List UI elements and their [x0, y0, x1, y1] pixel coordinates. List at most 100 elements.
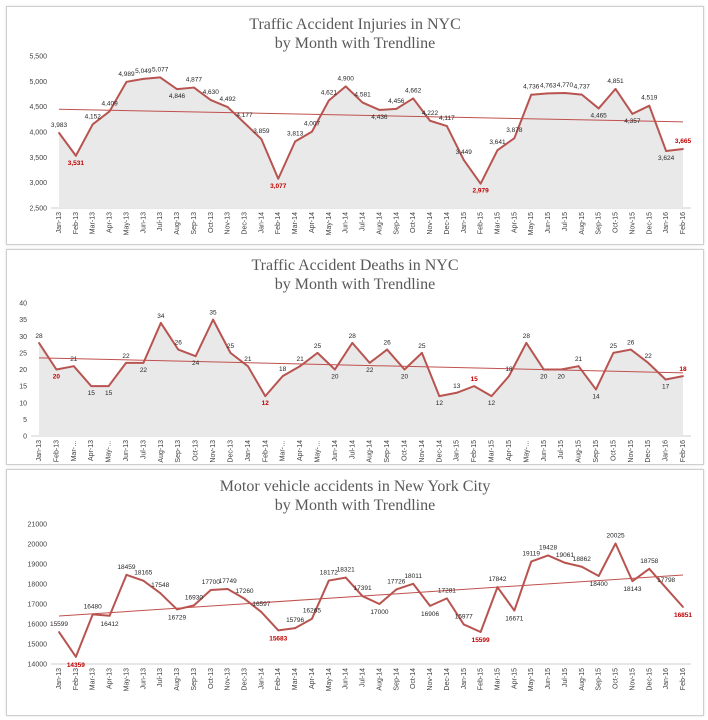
data-label: 17 — [662, 383, 670, 390]
x-tick-label: Jan-16 — [663, 440, 670, 462]
x-tick-label: Mar-14 — [292, 668, 299, 690]
data-point — [564, 561, 566, 564]
x-tick-label: Sep-14 — [384, 440, 391, 463]
data-point — [226, 588, 229, 590]
data-point — [479, 631, 482, 633]
data-point — [580, 93, 583, 96]
x-tick-label: May-14 — [326, 668, 333, 691]
data-point — [226, 106, 229, 108]
x-tick-label: Mar-15 — [489, 440, 496, 462]
deaths-chart: Traffic Accident Deaths in NYC by Month w… — [19, 257, 691, 463]
data-label: 21 — [244, 356, 252, 363]
data-label: 4,436 — [371, 114, 388, 121]
data-label: 16851 — [674, 612, 692, 619]
deaths-chart-panel: Traffic Accident Deaths in NYC by Month w… — [6, 249, 704, 465]
data-label: 17281 — [438, 587, 456, 594]
x-tick-label: Jun-15 — [545, 668, 552, 690]
data-point — [403, 368, 406, 371]
x-tick-label: Jan-15 — [454, 440, 461, 462]
x-tick-label: Aug-14 — [376, 212, 383, 235]
data-point — [597, 575, 600, 577]
chart-subtitle: by Month with Trendline — [275, 276, 435, 293]
data-point — [277, 629, 280, 632]
x-tick-label: Nov-13 — [225, 668, 232, 691]
data-point — [281, 375, 284, 378]
chart-title: Traffic Accident Injuries in NYC — [249, 16, 461, 33]
x-tick-label: Jul-15 — [558, 440, 565, 459]
data-point — [525, 342, 528, 344]
data-label: 18 — [279, 366, 287, 373]
data-point — [361, 595, 364, 598]
data-label: 16671 — [505, 616, 523, 623]
data-label: 18400 — [590, 581, 608, 588]
x-tick-label: Sep-14 — [393, 212, 400, 235]
data-point — [438, 395, 441, 397]
x-tick-label: Feb-15 — [471, 440, 478, 462]
x-tick-label: Dec-13 — [227, 440, 234, 463]
data-label: 21 — [70, 356, 78, 363]
y-tick-label: 20 — [19, 367, 27, 374]
data-point — [508, 375, 510, 378]
x-tick-label: Mar-… — [71, 440, 78, 461]
data-point — [462, 159, 465, 161]
data-label: 21 — [296, 356, 304, 363]
data-point — [513, 609, 516, 612]
x-tick-label: Apr-13 — [88, 440, 95, 461]
data-point — [159, 76, 162, 79]
data-label: 17749 — [219, 578, 237, 585]
x-tick-label: Sep-13 — [191, 212, 198, 235]
data-point — [378, 109, 381, 111]
data-point — [264, 395, 267, 397]
x-tick-label: Oct-13 — [208, 212, 215, 233]
y-tick-label: 35 — [19, 317, 27, 324]
chart-title: Motor vehicle accidents in New York City — [220, 478, 491, 495]
x-tick-label: Apr-15 — [506, 440, 513, 461]
x-tick-label: Mar-15 — [494, 212, 501, 234]
data-label: 20 — [558, 374, 566, 381]
x-tick-label: May-13 — [123, 668, 130, 691]
data-point — [90, 385, 93, 388]
x-tick-label: Jun-13 — [123, 440, 130, 462]
data-label: 16930 — [185, 594, 203, 601]
x-tick-label: Jun-14 — [343, 212, 350, 234]
data-label: 25 — [418, 343, 426, 350]
x-tick-label: Oct-14 — [410, 212, 417, 233]
data-label: 26 — [627, 340, 635, 347]
y-tick-label: 15000 — [28, 642, 48, 649]
trendline — [38, 357, 684, 374]
data-label: 25 — [227, 343, 235, 350]
data-point — [597, 107, 600, 110]
x-tick-label: Jan-15 — [461, 212, 468, 234]
data-label: 18758 — [640, 558, 658, 565]
data-label: 17548 — [151, 582, 169, 589]
data-label: 28 — [349, 333, 357, 340]
y-tick-label: 25 — [19, 350, 27, 357]
data-point — [665, 150, 668, 152]
data-label: 13 — [453, 383, 461, 390]
data-point — [580, 565, 583, 568]
x-tick-label: Jan-16 — [663, 212, 670, 234]
data-label: 15599 — [50, 621, 68, 628]
data-point — [294, 627, 297, 629]
data-label: 18143 — [623, 586, 641, 593]
x-tick-label: Feb-15 — [478, 212, 485, 234]
data-point — [58, 131, 60, 134]
data-label: 22 — [122, 353, 130, 360]
data-label: 19119 — [522, 551, 540, 558]
data-point — [194, 355, 197, 358]
x-tick-label: Mar-13 — [90, 212, 97, 234]
data-label: 12 — [262, 400, 270, 407]
data-point — [72, 365, 75, 368]
data-label: 16729 — [168, 614, 186, 621]
data-label: 18321 — [337, 567, 355, 574]
data-label: 18172 — [320, 570, 338, 577]
data-label: 18 — [505, 366, 513, 373]
data-point — [445, 125, 448, 127]
data-label: 3,077 — [270, 183, 287, 190]
data-point — [125, 573, 128, 576]
data-point — [547, 92, 549, 95]
data-label: 14 — [592, 393, 600, 400]
x-tick-label: Dec-14 — [444, 668, 451, 691]
x-tick-label: Jun-15 — [541, 440, 548, 462]
y-tick-label: 5,500 — [29, 54, 47, 61]
